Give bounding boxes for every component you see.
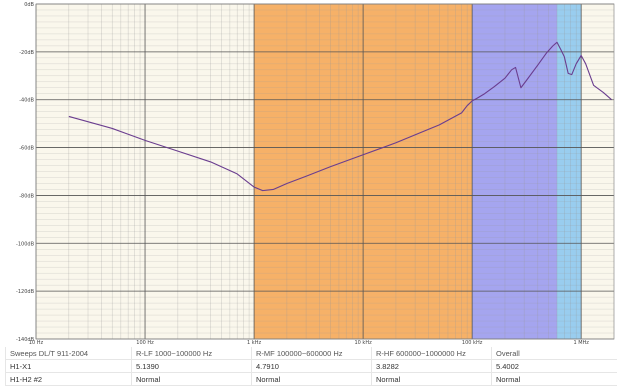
table-cell: H1-X1 [5,359,132,373]
table-header-cell: R-HF 600000~1000000 Hz [371,347,492,360]
table-cell: 5.4002 [491,359,617,373]
x-tick-label: 10 kHz [354,340,372,345]
x-tick-label: 10 Hz [29,340,44,345]
table-cell: 5.1390 [131,359,252,373]
table-row[interactable]: H1-H2 #2 Normal Normal Normal Normal [5,372,617,386]
table-row[interactable]: H1-X1 5.1390 4.7910 3.8282 5.4002 [5,359,617,373]
series-line [68,41,612,192]
table-header-row: Sweeps DL/T 911-2004 R-LF 1000~100000 Hz… [5,347,617,360]
y-tick-label: -100dB [16,241,35,247]
x-tick-label: 100 kHz [462,340,483,345]
table-cell: H1-H2 #2 [5,372,132,386]
x-axis: 10 Hz 100 Hz 1 kHz 10 kHz 100 kHz 1 MHz [29,340,589,345]
grid-layer [35,3,614,340]
y-tick-label: 0dB [24,2,34,8]
x-tick-label: 100 Hz [136,340,154,345]
y-tick-label: -60dB [19,146,34,152]
y-tick-label: -120dB [16,289,35,295]
frequency-response-chart[interactable]: 0dB -20dB -40dB -60dB -80dB -100dB -120dB -140d… [0,0,617,345]
table-cell: Normal [131,372,252,386]
x-tick-label: 1 MHz [573,340,589,345]
results-table: Sweeps DL/T 911-2004 R-LF 1000~100000 Hz… [5,347,617,386]
plot-border [35,3,615,340]
table-cell: 3.8282 [371,359,492,373]
table-header-cell: Overall [491,347,617,360]
table-header-cell: R-LF 1000~100000 Hz [131,347,252,360]
table-cell: Normal [491,372,617,386]
x-tick-label: 1 kHz [247,340,261,345]
y-tick-label: -80dB [19,193,34,199]
table-header-cell: R-MF 100000~600000 Hz [251,347,372,360]
table-header-cell: Sweeps DL/T 911-2004 [5,347,132,360]
y-tick-label: -20dB [19,50,34,56]
series-layer [68,41,612,192]
table-cell: 4.7910 [251,359,372,373]
y-tick-label: -140dB [16,337,35,343]
table-cell: Normal [371,372,492,386]
table-cell: Normal [251,372,372,386]
y-tick-label: -40dB [19,98,34,104]
y-axis: 0dB -20dB -40dB -60dB -80dB -100dB -120dB -140d… [16,2,35,343]
